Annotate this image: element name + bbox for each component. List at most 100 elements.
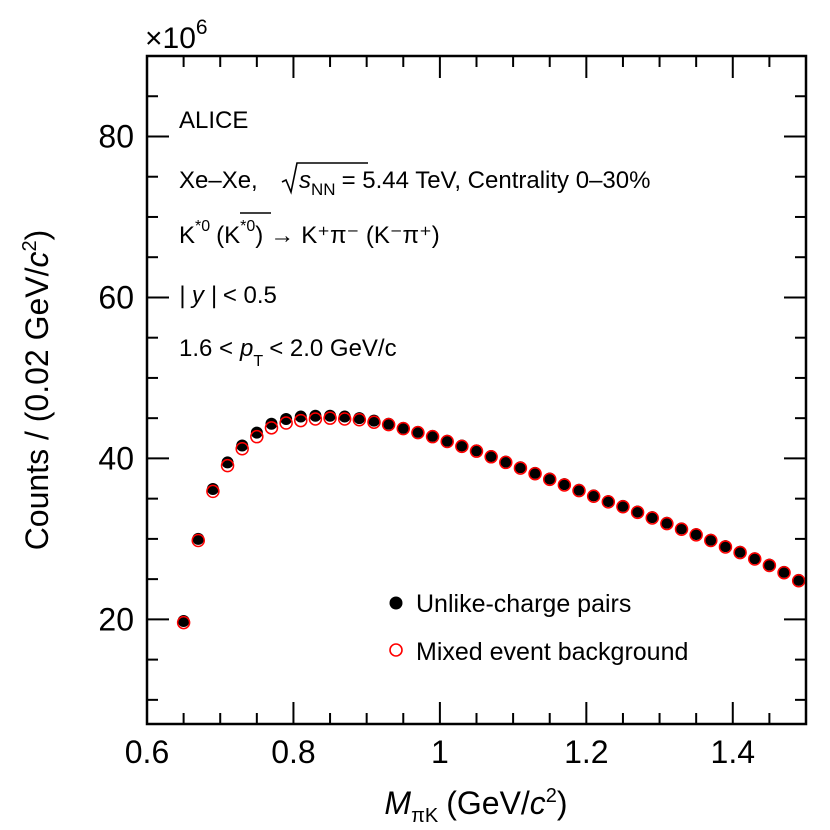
unlike-charge-point — [543, 472, 556, 485]
unlike-charge-point — [690, 528, 703, 541]
unlike-charge-point — [675, 522, 688, 535]
energy-subscript: NN — [311, 180, 336, 199]
mixed-event-point — [513, 461, 528, 475]
unlike-charge-point — [660, 516, 673, 529]
sqrt-symbol — [281, 162, 368, 195]
y-multiplier: ×106 — [145, 16, 208, 55]
unlike-charge-point — [441, 434, 454, 447]
unlike-charge-point — [529, 466, 542, 479]
mixed-event-point — [279, 416, 293, 430]
y-axis-title: Counts / (0.02 GeV/c2) — [19, 230, 55, 551]
system-text: Xe–Xe, — [179, 167, 258, 194]
mixed-event-point — [323, 411, 337, 425]
unlike-charge-point — [265, 417, 278, 430]
rapidity-label: | y | < 0.5 — [179, 282, 277, 309]
unlike-charge-point — [470, 444, 483, 457]
mixed-event-point — [220, 458, 235, 473]
unlike-charge-point — [704, 533, 717, 546]
mixed-event-point — [206, 484, 220, 499]
mixed-event-point — [645, 511, 659, 525]
mixed-event-point — [250, 429, 264, 444]
x-tick-label: 1.4 — [711, 734, 755, 770]
unlike-charge-point — [792, 573, 805, 586]
unlike-charge-point — [236, 439, 249, 452]
legend: Unlike-charge pairs Mixed event backgrou… — [389, 590, 688, 666]
mixed-event-point — [308, 412, 323, 426]
mixed-event-point — [747, 552, 762, 566]
unlike-charge-point — [748, 552, 761, 565]
unlike-charge-point — [250, 426, 263, 439]
unlike-charge-point — [558, 478, 571, 491]
mixed-event-point — [791, 573, 806, 588]
mixed-event-point — [469, 444, 484, 458]
x-axis-title-subscript: πK — [411, 805, 439, 827]
mixed-event-point — [337, 412, 352, 426]
mixed-event-point — [264, 421, 279, 435]
x-tick-label: 0.6 — [125, 734, 169, 770]
mixed-event-point — [733, 545, 747, 560]
mixed-event-point — [542, 472, 557, 487]
y-tick-label: 60 — [98, 279, 134, 315]
y-multiplier-base: ×10 — [145, 22, 196, 55]
mixed-event-point — [630, 505, 645, 520]
mixed-event-point — [689, 528, 703, 542]
collision-system-label: Xe–Xe, — [179, 167, 258, 194]
mixed-event-point — [704, 533, 718, 548]
energy-symbol: s — [299, 167, 311, 194]
mixed-event-point — [352, 413, 367, 427]
decay-k: K — [179, 222, 195, 249]
unlike-charge-point — [455, 439, 468, 452]
mixed-event-point — [381, 417, 396, 432]
legend-label-mixed-event: Mixed event background — [416, 638, 688, 666]
y-axis-title-close: ) — [19, 230, 55, 241]
unlike-charge-point — [734, 545, 747, 558]
decay-open-paren: ( — [216, 222, 224, 249]
unlike-charge-point — [719, 540, 732, 553]
mixed-event-point — [660, 516, 674, 531]
unlike-charge-point — [221, 456, 234, 469]
mixed-event-point — [601, 495, 616, 509]
y-axis-title-main: Counts / (0.02 GeV/ — [19, 267, 55, 550]
unlike-charge-point — [763, 558, 776, 571]
unlike-charge-point — [309, 409, 322, 422]
y-axis-title-c: c — [19, 251, 55, 267]
x-axis-title-unit: (GeV/ — [446, 785, 530, 821]
mixed-event-point — [411, 425, 425, 440]
unlike-charge-point — [397, 421, 410, 434]
mixed-event-point — [777, 565, 791, 580]
decay-arrow: → — [270, 222, 294, 249]
unlike-charge-point — [616, 499, 629, 512]
y-tick-label: 80 — [98, 118, 134, 154]
decay-kbar: K — [224, 222, 240, 249]
mixed-event-point — [557, 478, 572, 492]
mixed-event-point — [674, 522, 689, 536]
unlike-charge-point — [778, 565, 791, 578]
rapidity-prefix: | y | — [179, 282, 217, 309]
x-tick-label: 0.8 — [271, 734, 315, 770]
experiment-label: ALICE — [179, 107, 248, 134]
mixed-event-point — [455, 439, 469, 454]
legend-marker-unlike-charge — [389, 596, 403, 610]
decay-k-superscript: *0 — [195, 218, 210, 235]
mixed-event-point — [572, 483, 586, 498]
unlike-charge-point — [514, 461, 527, 474]
mixed-event-point — [528, 466, 542, 481]
energy-label: sNN = 5.44 TeV, Centrality 0–30% — [299, 167, 650, 199]
unlike-charge-point — [485, 449, 498, 462]
x-axis-title-unit-close: ) — [557, 785, 568, 821]
decay-kbar-superscript: *0 — [240, 218, 255, 235]
unlike-charge-point — [573, 483, 586, 496]
plot-frame — [145, 54, 808, 726]
mixed-event-point — [586, 489, 601, 503]
mixed-event-point — [499, 455, 513, 470]
x-tick-label: 1 — [431, 734, 449, 770]
x-axis-title: MπK (GeV/c2) — [384, 785, 567, 827]
mixed-event-point — [616, 499, 630, 514]
legend-label-unlike-charge: Unlike-charge pairs — [416, 590, 631, 618]
x-axis-title-unit-c: c — [530, 785, 546, 821]
y-multiplier-exponent: 6 — [196, 16, 208, 39]
mixed-event-point — [176, 615, 191, 630]
mixed-event-point — [484, 450, 498, 464]
pt-range-label: 1.6 < pT < 2.0 GeV/c — [179, 335, 397, 370]
